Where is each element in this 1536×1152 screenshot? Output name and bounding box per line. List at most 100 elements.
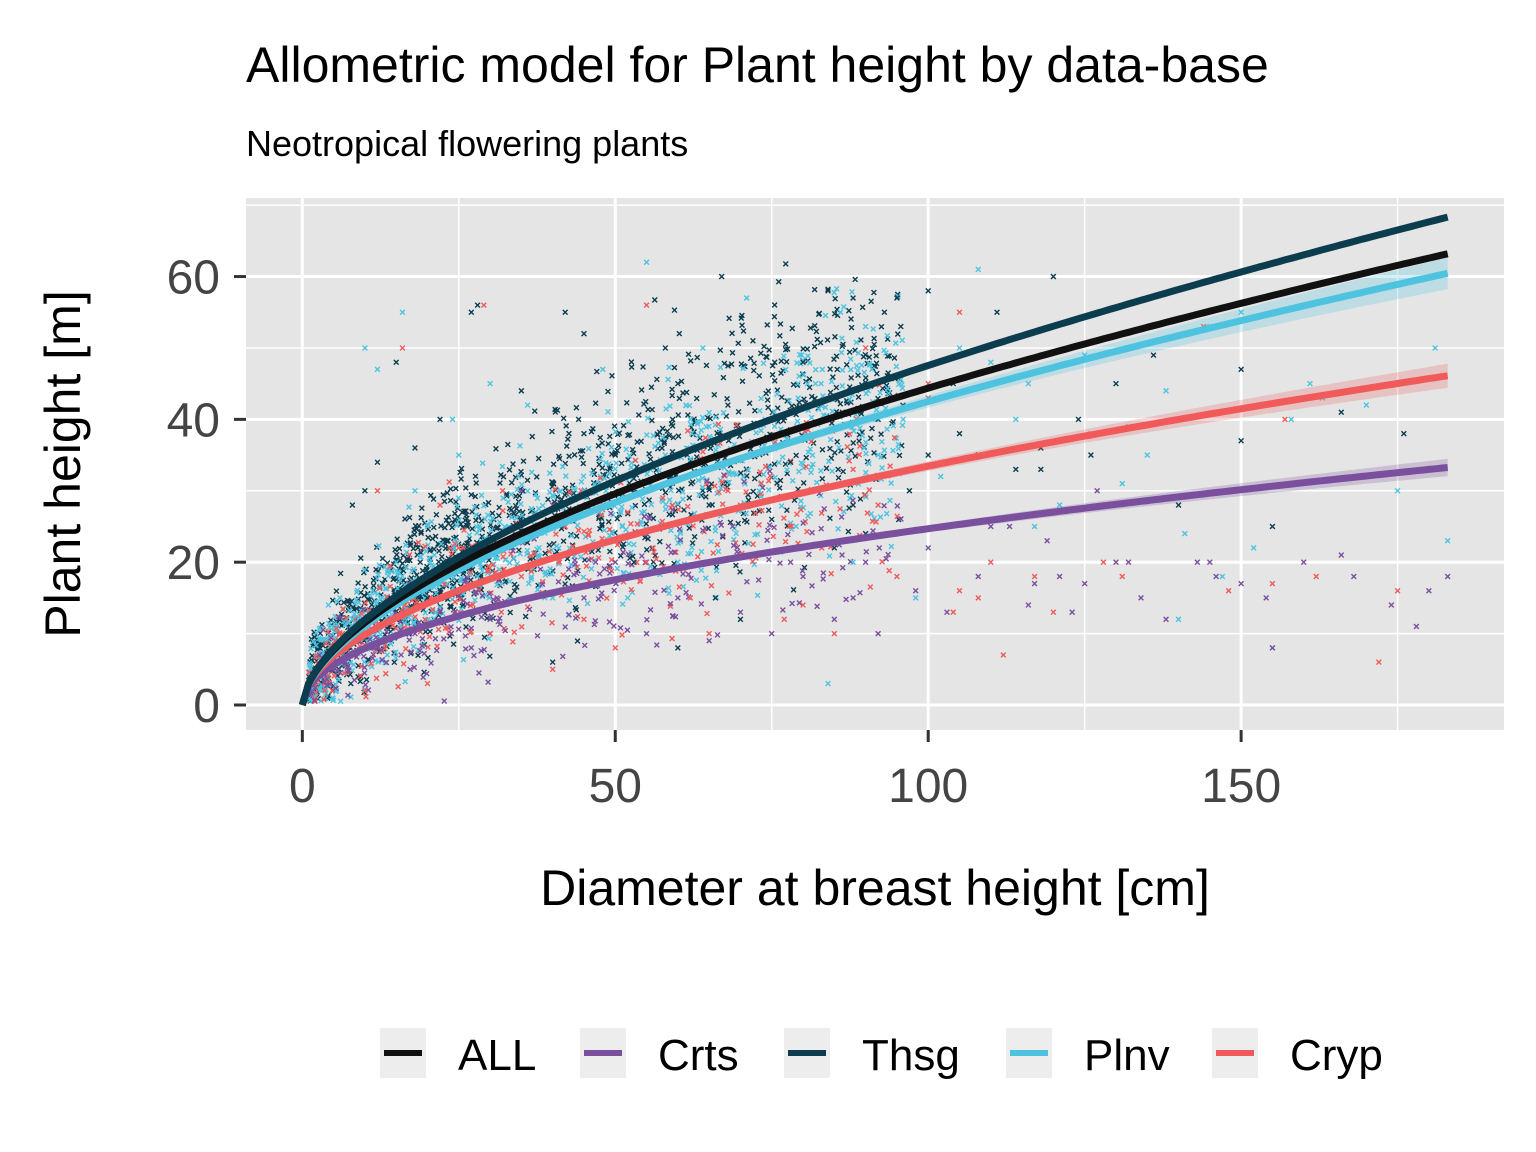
scatter-point-cryp xyxy=(765,477,772,484)
scatter-point-cryp xyxy=(362,687,368,694)
scatter-point-crts xyxy=(839,552,845,558)
scatter-point-cryp xyxy=(867,584,874,590)
scatter-point-plnv xyxy=(628,549,634,556)
scatter-point-thsg xyxy=(832,295,839,302)
scatter-point-plnv xyxy=(674,500,681,507)
scatter-point-plnv xyxy=(377,595,384,602)
scatter-point-cryp xyxy=(362,599,369,606)
scatter-point-plnv xyxy=(698,567,705,574)
scatter-point-thsg xyxy=(848,324,855,331)
scatter-point-thsg xyxy=(811,322,818,329)
scatter-point-crts xyxy=(643,630,650,637)
scatter-point-thsg xyxy=(873,352,880,359)
scatter-point-thsg xyxy=(771,302,778,308)
scatter-point-cryp xyxy=(632,457,639,464)
scatter-point-thsg xyxy=(407,557,413,564)
scatter-point-cryp xyxy=(1313,573,1320,580)
scatter-point-cryp xyxy=(484,567,491,574)
scatter-point-plnv xyxy=(479,460,486,467)
scatter-point-plnv xyxy=(840,303,847,310)
scatter-point-thsg xyxy=(871,449,877,456)
scatter-point-plnv xyxy=(796,468,802,475)
scatter-point-crts xyxy=(625,551,632,558)
scatter-point-thsg xyxy=(1075,416,1082,423)
scatter-point-plnv xyxy=(900,416,907,423)
scatter-point-crts xyxy=(495,618,502,625)
scatter-point-crts xyxy=(1238,580,1245,587)
scatter-point-thsg xyxy=(512,502,519,509)
scatter-point-thsg xyxy=(433,511,440,518)
scatter-point-thsg xyxy=(337,570,344,577)
scatter-point-plnv xyxy=(1363,402,1370,408)
scatter-point-plnv xyxy=(975,266,982,273)
scatter-point-thsg xyxy=(793,452,800,459)
scatter-point-plnv xyxy=(449,416,456,423)
scatter-point-thsg xyxy=(711,391,718,398)
scatter-point-plnv xyxy=(417,554,423,561)
scatter-point-plnv xyxy=(655,440,662,447)
scatter-point-cryp xyxy=(395,683,402,690)
scatter-point-thsg xyxy=(1238,366,1245,373)
scatter-point-crts xyxy=(417,647,423,654)
scatter-point-thsg xyxy=(862,374,869,381)
scatter-point-plnv xyxy=(699,414,706,421)
scatter-point-crts xyxy=(455,626,462,633)
scatter-point-thsg xyxy=(563,423,570,429)
scatter-point-plnv xyxy=(647,563,654,570)
scatter-point-thsg xyxy=(685,351,692,358)
scatter-point-plnv xyxy=(772,474,778,481)
scatter-point-plnv xyxy=(382,585,389,592)
scatter-point-plnv xyxy=(351,610,358,617)
scatter-point-plnv xyxy=(514,486,521,493)
scatter-point-plnv xyxy=(665,585,672,591)
scatter-point-thsg xyxy=(833,384,840,391)
scatter-point-plnv xyxy=(826,553,833,559)
scatter-point-cryp xyxy=(447,545,453,552)
scatter-point-thsg xyxy=(840,468,847,475)
scatter-point-plnv xyxy=(888,480,895,487)
scatter-point-crts xyxy=(714,632,721,638)
scatter-point-plnv xyxy=(808,469,814,476)
scatter-point-cryp xyxy=(782,538,789,545)
scatter-point-thsg xyxy=(784,398,791,404)
scatter-point-plnv xyxy=(534,495,541,502)
scatter-point-crts xyxy=(366,636,373,643)
y-tick-label: 40 xyxy=(167,394,220,447)
scatter-point-cryp xyxy=(975,594,982,601)
scatter-point-plnv xyxy=(674,559,681,566)
scatter-point-plnv xyxy=(508,491,515,498)
scatter-point-crts xyxy=(421,650,428,657)
scatter-point-thsg xyxy=(569,482,576,489)
scatter-point-thsg xyxy=(429,535,436,542)
scatter-point-plnv xyxy=(361,567,368,574)
scatter-point-plnv xyxy=(1056,502,1063,508)
scatter-point-plnv xyxy=(643,432,650,438)
scatter-point-thsg xyxy=(415,652,421,659)
scatter-point-thsg xyxy=(771,377,778,384)
scatter-point-plnv xyxy=(578,478,585,485)
scatter-point-thsg xyxy=(581,430,587,437)
scatter-point-thsg xyxy=(597,434,604,441)
scatter-point-plnv xyxy=(346,607,353,614)
scatter-point-crts xyxy=(321,678,328,685)
scatter-point-plnv xyxy=(524,488,531,494)
scatter-point-thsg xyxy=(843,489,850,495)
scatter-point-cryp xyxy=(879,558,886,565)
scatter-point-plnv xyxy=(835,525,841,532)
scatter-point-crts xyxy=(437,609,443,616)
scatter-point-thsg xyxy=(394,536,401,543)
scatter-point-cryp xyxy=(312,654,319,660)
scatter-point-plnv xyxy=(813,479,820,486)
scatter-point-thsg xyxy=(669,416,676,423)
scatter-point-thsg xyxy=(346,601,353,607)
scatter-point-plnv xyxy=(423,548,429,555)
scatter-point-plnv xyxy=(528,505,535,512)
scatter-point-thsg xyxy=(656,538,663,545)
scatter-point-thsg xyxy=(549,428,555,435)
scatter-point-cryp xyxy=(757,469,764,475)
scatter-point-thsg xyxy=(675,433,682,440)
scatter-point-thsg xyxy=(697,435,703,442)
scatter-point-plnv xyxy=(660,434,666,441)
scatter-point-thsg xyxy=(857,496,864,502)
scatter-point-thsg xyxy=(659,445,665,452)
